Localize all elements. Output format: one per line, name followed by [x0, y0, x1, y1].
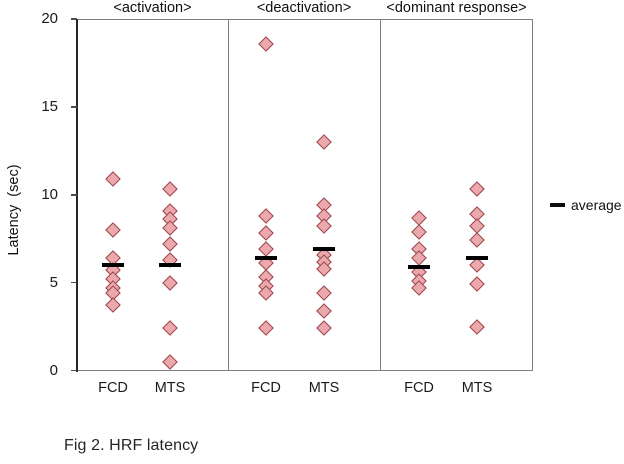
legend: average — [550, 196, 622, 214]
y-axis-tick — [71, 18, 77, 20]
average-bar — [408, 264, 430, 269]
average-bar — [466, 256, 488, 261]
y-tick-label: 10 — [41, 185, 58, 203]
average-bar — [313, 247, 335, 252]
average-bar — [255, 256, 277, 261]
average-marker-icon — [550, 202, 565, 208]
y-tick-label: 20 — [41, 10, 58, 27]
average-bar — [102, 263, 124, 268]
x-category-label: MTS — [154, 380, 186, 396]
y-axis-title: Latency (sec) — [6, 164, 22, 256]
x-category-label: FCD — [251, 380, 281, 396]
y-tick-label: 15 — [41, 97, 58, 115]
figure-caption: Fig 2. HRF latency — [64, 437, 199, 454]
y-tick-label: 0 — [49, 361, 58, 379]
x-category-label: FCD — [404, 380, 434, 396]
y-axis-tick — [71, 106, 77, 108]
panel-title: <activation> — [113, 0, 192, 16]
y-axis-tick — [71, 281, 77, 284]
panel-title: <deactivation> — [256, 0, 352, 16]
y-tick-label: 5 — [49, 273, 58, 291]
panel-divider — [380, 19, 382, 371]
panel-title: <dominant response> — [386, 0, 527, 16]
plot-area — [77, 19, 533, 371]
x-category-label: MTS — [461, 380, 493, 396]
legend-label: average — [571, 197, 622, 213]
y-axis-tick — [71, 369, 77, 372]
y-axis-tick — [71, 193, 77, 196]
y-axis-line — [76, 19, 78, 372]
x-category-label: MTS — [308, 380, 340, 396]
average-bar — [159, 263, 181, 268]
x-category-label: FCD — [98, 380, 128, 396]
panel-divider — [228, 19, 230, 371]
